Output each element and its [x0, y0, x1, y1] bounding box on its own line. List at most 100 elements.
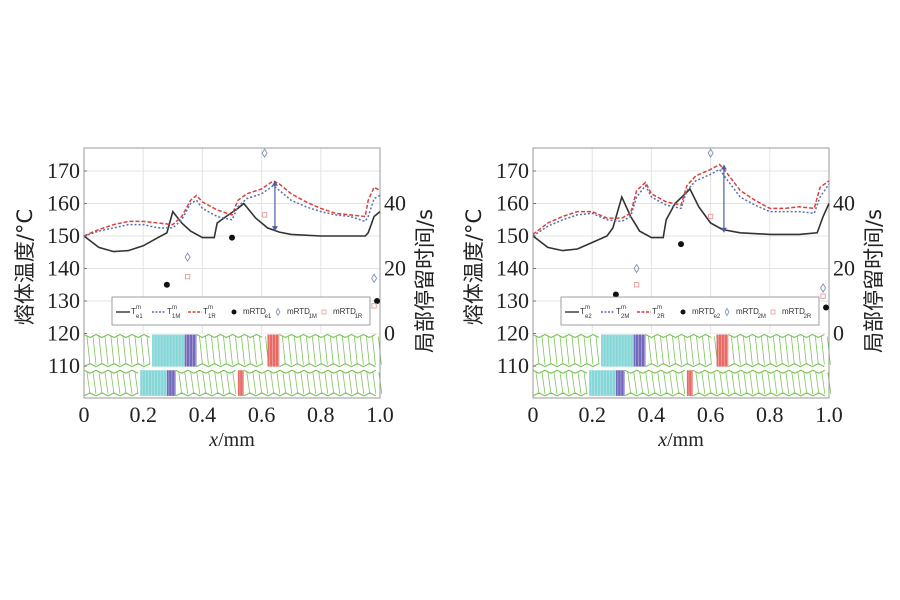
series-line-te1m [83, 202, 381, 253]
screw-flight-line [784, 336, 789, 365]
screw-flight-line [690, 336, 694, 365]
screw-element-kneading [140, 370, 167, 396]
y-axis-label: 熔体温度/°C [462, 209, 486, 325]
screw-flight-line [190, 372, 195, 394]
screw-flight-top [243, 369, 377, 374]
legend-box [560, 296, 820, 326]
screw-flight-line [122, 372, 127, 394]
y-tick-label: 150 [496, 223, 529, 248]
screw-flight-top [645, 333, 712, 339]
screw-element-kneading-reverse [166, 370, 176, 396]
screw-flight-bottom [532, 392, 588, 397]
screw-flight-line [258, 372, 263, 394]
legend-label-base: mRTD [782, 307, 805, 316]
screw-flight-line [654, 336, 658, 365]
screw-flight-line [547, 372, 552, 394]
legend-swatch-square [770, 309, 776, 315]
screw-flight-line [559, 336, 564, 365]
x-axis-label-var: x [657, 429, 667, 451]
screw-flight-line [318, 372, 323, 394]
screw-flight-line [311, 336, 316, 365]
screw-flight-line [330, 372, 335, 394]
screw-flight-line [684, 336, 688, 365]
screw-flight-line [696, 336, 700, 365]
screw-flight-line [235, 336, 239, 365]
screw-flight-line [353, 336, 358, 365]
screw-flight-bottom [728, 362, 825, 368]
screw-flight-line [336, 372, 341, 394]
screw-flight-line [707, 372, 712, 394]
x-tick-label: 0.4 [189, 402, 217, 427]
screw-flight-line [348, 372, 353, 394]
screw-flight-line [595, 336, 600, 365]
plot-frame [83, 147, 381, 399]
x-tick-label: 0.6 [248, 402, 276, 427]
y2-tick-label: 40 [384, 191, 406, 216]
screw-flight-line [773, 372, 778, 394]
point-mrtd-e2 [678, 241, 684, 248]
screw-flight-line [755, 372, 760, 394]
screw-element-kneading-reverse [615, 370, 625, 396]
legend-label-base: mRTD [333, 307, 356, 316]
legend-swatch-square [321, 309, 327, 315]
legend-label-sub: 1R [208, 314, 216, 320]
screw-flight-top [692, 369, 826, 374]
screw-flight-line [675, 372, 680, 394]
legend-label-sub: 1M [172, 314, 180, 320]
screw-flight-top [196, 333, 263, 339]
screw-flight-line [229, 336, 233, 365]
screw-flight-line [713, 372, 718, 394]
screw-flight-line [651, 372, 656, 394]
screw-flight-line [372, 372, 377, 394]
x-tick-label: 0.8 [307, 402, 335, 427]
legend-label-sup: m [657, 305, 662, 311]
legend-label-sub: e2 [714, 314, 721, 320]
screw-flight-line [790, 336, 795, 365]
screw-flight-line [767, 372, 772, 394]
screw-flight-line [808, 336, 813, 365]
screw-flight-line [760, 336, 765, 365]
y-tick-label: 160 [47, 191, 80, 216]
screw-flight-line [347, 336, 352, 365]
screw-flight-line [214, 372, 219, 394]
screw-element-reverse [716, 334, 729, 367]
screw-flight-line [146, 336, 151, 365]
screw-flight-line [365, 336, 370, 365]
screw-flight-line [577, 336, 582, 365]
screw-element-kneading [589, 370, 616, 396]
screw-flight-line [312, 372, 317, 394]
screw-element-kneading [601, 334, 634, 367]
legend-label-base: mRTD [243, 307, 266, 316]
screw-flight-top [175, 369, 237, 374]
screw-flight-line [317, 336, 322, 365]
screw-flight-line [796, 336, 801, 365]
screw-flight-line [766, 336, 771, 365]
screw-flight-line [342, 372, 347, 394]
screw-flight-line [217, 336, 221, 365]
screw-flight-line [731, 372, 736, 394]
screw-flight-top [83, 369, 139, 374]
screw-flight-line [565, 336, 570, 365]
screw-flight-line [104, 372, 109, 394]
screw-flight-line [737, 372, 742, 394]
legend-label-base: T [203, 307, 208, 316]
screw-flight-line [293, 336, 298, 365]
y2-tick-label: 0 [833, 321, 844, 346]
screw-element-reverse [686, 370, 693, 396]
screw-flight-line [785, 372, 790, 394]
point-mrtd-1m [261, 148, 268, 158]
screw-flight-line [299, 336, 304, 365]
point-mrtd-e1 [374, 298, 381, 304]
screw-flight-line [730, 336, 735, 365]
legend-swatch-diamond [724, 307, 730, 317]
x-axis-label: x/mm [208, 429, 255, 451]
legend-label-sub: 1M [309, 314, 317, 320]
screw-flight-line [672, 336, 676, 365]
screw-flight-line [252, 372, 257, 394]
point-mrtd-2r [633, 282, 640, 288]
y-tick-label: 170 [47, 158, 80, 183]
x-tick-label: 0.8 [756, 402, 784, 427]
